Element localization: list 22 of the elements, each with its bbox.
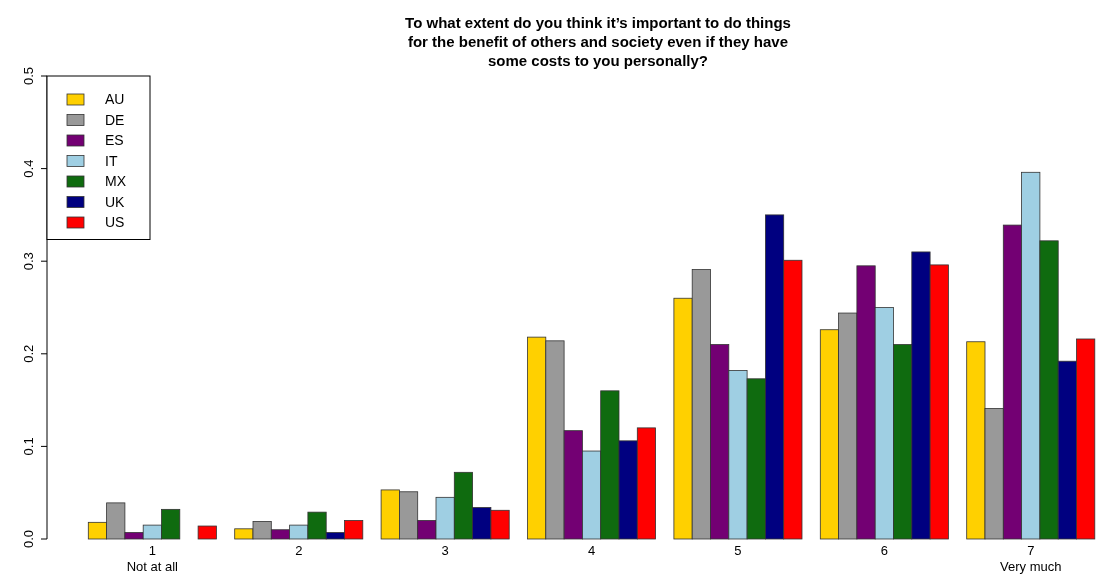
legend-label: AU	[105, 91, 125, 107]
y-tick-label: 0.4	[21, 159, 36, 178]
x-tick-label: 5	[734, 543, 742, 558]
y-tick-label: 0.5	[21, 66, 36, 86]
x-tick-label: 2	[295, 543, 303, 558]
legend-label: IT	[105, 152, 118, 169]
legend-label: DE	[105, 111, 125, 128]
legend-label: UK	[105, 193, 126, 210]
y-tick-label: 0.0	[21, 529, 36, 549]
x-tick-label: 4	[587, 543, 596, 558]
y-tick-label: 0.1	[21, 437, 36, 456]
chart-title: To what extent do you think it’s important to do things for the benefit of others and society even if they have some costs to you personally?	[405, 14, 791, 69]
x-tick-label: 1 Not at all	[126, 543, 179, 574]
x-tick-label: 3	[441, 543, 449, 558]
x-tick-label: 7 Very much	[1000, 543, 1062, 574]
y-tick-label: 0.3	[21, 252, 36, 271]
legend-label: US	[105, 214, 125, 230]
bar	[197, 525, 217, 540]
legend-label: MX	[105, 173, 127, 189]
x-tick-label: 6	[880, 543, 888, 558]
legend-label: ES	[105, 132, 124, 148]
y-tick-label: 0.2	[21, 344, 36, 363]
